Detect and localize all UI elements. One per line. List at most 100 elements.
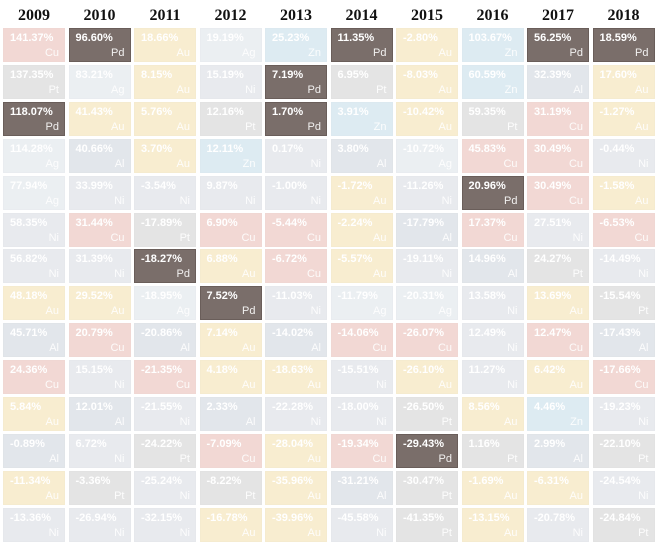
cell-symbol: Ag (176, 305, 190, 318)
table-cell: -15.51% Ni (330, 360, 393, 395)
year-header: 2009 (18, 7, 50, 24)
table-cell: 7.14% Au (199, 323, 262, 358)
cell-value: 1.16% (468, 437, 500, 450)
cell-symbol: Al (442, 231, 452, 244)
table-cell: -14.02% Al (265, 323, 327, 358)
table-cell: -19.23% Ni (592, 397, 655, 431)
cell-symbol: Ni (376, 526, 387, 539)
cell-value: 31.19% (534, 105, 572, 118)
cell-symbol: Ni (179, 416, 190, 428)
highlighted-cell: 1.70% Pd (265, 101, 327, 136)
table-cell: 13.69% Au (527, 286, 589, 321)
table-cell: 5.76% Au (134, 101, 196, 136)
cell-symbol: Ni (310, 305, 321, 318)
table-cell: 30.49% Cu (527, 138, 589, 173)
cell-symbol: Ni (638, 416, 649, 428)
cell-symbol: Pt (638, 526, 649, 539)
table-cell: -3.36% Pt (68, 470, 131, 505)
table-cell: -14.49% Ni (592, 249, 655, 284)
cell-value: -6.53% (599, 216, 635, 229)
table-cell: 45.71% Al (3, 323, 65, 358)
cell-value: 24.36% (10, 364, 48, 377)
cell-value: -21.55% (141, 401, 182, 413)
table-cell: 41.43% Au (68, 101, 131, 136)
cell-symbol: Au (569, 305, 583, 318)
cell-symbol: Au (45, 416, 59, 428)
cell-symbol: Ni (638, 157, 649, 170)
cell-value: -41.35% (403, 511, 444, 524)
cell-symbol: Pt (376, 83, 387, 96)
table-cell: -22.28% Ni (265, 397, 327, 431)
cell-value: 17.60% (599, 68, 637, 81)
cell-value: -11.03% (272, 290, 313, 303)
table-cell: 59.35% Pt (461, 101, 524, 136)
cell-value: -30.47% (403, 474, 444, 487)
cell-value: -1.72% (337, 179, 373, 192)
cell-symbol: Au (307, 379, 321, 392)
table-cell: -16.78% Au (199, 507, 262, 542)
cell-symbol: Al (376, 489, 387, 502)
cell-symbol: Pt (638, 305, 649, 318)
cell-value: -0.44% (599, 142, 635, 155)
cell-symbol: Ag (438, 305, 452, 318)
highlighted-cell: 7.52% Pd (199, 286, 262, 321)
year-header: 2015 (411, 7, 443, 24)
cell-symbol: Pd (307, 120, 321, 133)
cell-symbol: Au (569, 379, 583, 392)
cell-value: -29.43% (403, 437, 444, 450)
cell-symbol: Ni (310, 157, 321, 170)
table-cell: -31.21% Al (330, 470, 393, 505)
table-cell: -10.42% Au (396, 101, 458, 136)
cell-symbol: Cu (568, 194, 583, 207)
cell-symbol: Ni (310, 416, 321, 428)
cell-value: 6.95% (337, 68, 369, 81)
year-header: 2018 (607, 7, 640, 24)
table-cell: 11.27% Ni (461, 360, 524, 395)
cell-symbol: Au (635, 194, 649, 207)
cell-value: -17.89% (141, 216, 182, 229)
cell-symbol: Al (114, 157, 125, 170)
table-cell: -19.34% Cu (330, 433, 393, 468)
cell-value: 12.49% (468, 327, 506, 340)
cell-value: 15.19% (206, 68, 244, 81)
cell-symbol: Ni (441, 268, 452, 281)
cell-symbol: Ag (45, 194, 59, 207)
cell-value: -11.34% (10, 474, 51, 487)
table-cell: -6.31% Au (527, 470, 589, 505)
highlighted-cell: -29.43% Pd (396, 433, 458, 468)
table-cell: 6.90% Cu (199, 212, 262, 247)
cell-value: -10.42% (403, 105, 444, 118)
cell-value: -25.24% (141, 474, 182, 487)
cell-value: -2.80% (403, 32, 438, 44)
table-cell: -26.50% Pt (396, 397, 458, 431)
cell-value: -1.58% (599, 179, 635, 192)
cell-symbol: Au (176, 83, 190, 96)
cell-symbol: Au (438, 379, 452, 392)
cell-value: 59.35% (468, 105, 506, 118)
table-cell: 33.99% Ni (68, 175, 131, 210)
cell-symbol: Pt (114, 489, 125, 502)
year-header: 2010 (83, 7, 116, 24)
cell-value: 30.49% (534, 142, 572, 155)
cell-value: 15.15% (75, 364, 113, 377)
cell-symbol: Cu (306, 268, 321, 281)
cell-value: 27.51% (534, 216, 572, 229)
highlighted-cell: 20.96% Pd (461, 175, 524, 210)
table-cell: -17.66% Cu (592, 360, 655, 395)
cell-symbol: Ag (111, 83, 125, 96)
cell-symbol: Ni (572, 231, 583, 244)
cell-value: -24.54% (599, 474, 641, 487)
table-cell: 17.60% Au (592, 64, 655, 99)
cell-value: -2.24% (337, 216, 373, 229)
year-header: 2011 (149, 7, 181, 24)
cell-symbol: Ag (438, 157, 452, 170)
cell-symbol: Pd (307, 83, 321, 96)
cell-value: 20.79% (75, 327, 113, 340)
cell-value: 0.17% (272, 142, 304, 155)
cell-value: -15.54% (599, 290, 641, 303)
cell-value: -16.78% (206, 511, 248, 524)
cell-value: -19.23% (599, 401, 641, 413)
cell-value: -18.63% (272, 364, 313, 377)
cell-value: 17.37% (468, 216, 506, 229)
